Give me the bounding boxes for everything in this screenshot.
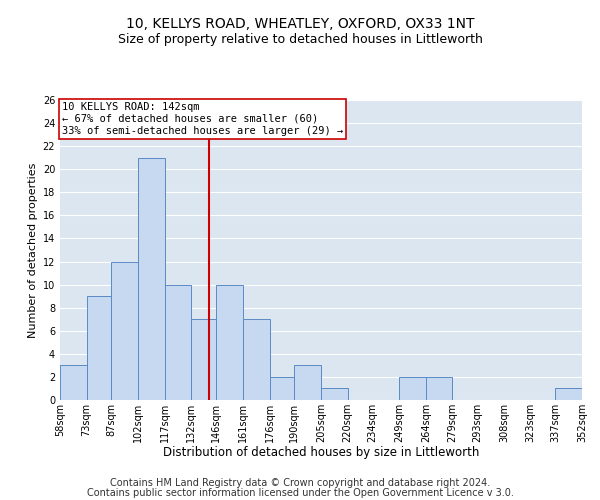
- Bar: [86, 296, 112, 400]
- Y-axis label: Number of detached properties: Number of detached properties: [28, 162, 38, 338]
- Bar: [60, 366, 86, 400]
- Bar: [216, 284, 243, 400]
- Bar: [269, 377, 295, 400]
- Text: Size of property relative to detached houses in Littleworth: Size of property relative to detached ho…: [118, 32, 482, 46]
- Text: 10 KELLYS ROAD: 142sqm
← 67% of detached houses are smaller (60)
33% of semi-det: 10 KELLYS ROAD: 142sqm ← 67% of detached…: [62, 102, 343, 136]
- Bar: [112, 262, 138, 400]
- Bar: [321, 388, 347, 400]
- Bar: [191, 319, 216, 400]
- Bar: [426, 377, 452, 400]
- Text: Contains HM Land Registry data © Crown copyright and database right 2024.: Contains HM Land Registry data © Crown c…: [110, 478, 490, 488]
- Text: 10, KELLYS ROAD, WHEATLEY, OXFORD, OX33 1NT: 10, KELLYS ROAD, WHEATLEY, OXFORD, OX33 …: [126, 18, 474, 32]
- Bar: [165, 284, 191, 400]
- Bar: [138, 158, 165, 400]
- X-axis label: Distribution of detached houses by size in Littleworth: Distribution of detached houses by size …: [163, 446, 479, 460]
- Bar: [295, 366, 321, 400]
- Bar: [243, 319, 269, 400]
- Bar: [556, 388, 582, 400]
- Text: Contains public sector information licensed under the Open Government Licence v : Contains public sector information licen…: [86, 488, 514, 498]
- Bar: [399, 377, 426, 400]
